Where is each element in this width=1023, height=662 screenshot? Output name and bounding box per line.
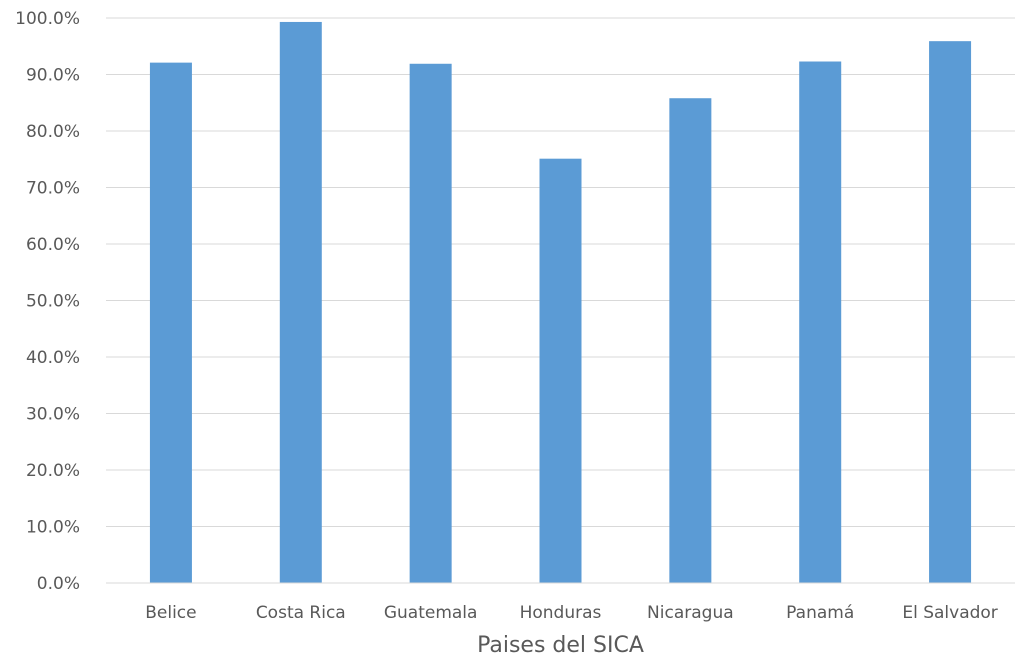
x-tick-label: Guatemala: [384, 603, 478, 623]
x-axis-title: Paises del SICA: [477, 633, 644, 658]
bar-panam-: [799, 61, 842, 583]
y-tick-label: 40.0%: [26, 348, 80, 368]
y-tick-label: 50.0%: [26, 292, 80, 312]
x-axis-ticks: Belice Costa Rica Guatemala Honduras Nicarag…: [145, 603, 998, 623]
x-tick-label: Panamá: [786, 603, 854, 623]
x-tick-label: Costa Rica: [256, 603, 346, 623]
bar-honduras: [539, 158, 582, 583]
y-tick-label: 30.0%: [26, 405, 80, 425]
bar-belice: [149, 62, 192, 583]
bar-costa-rica: [279, 21, 322, 583]
bar-guatemala: [409, 63, 452, 583]
y-tick-label: 10.0%: [26, 518, 80, 538]
y-axis-ticks: 0.0% 10.0% 20.0% 30.0% 40.0% 50.0% 60.0% 70.0% 8…: [15, 9, 80, 594]
x-tick-label: Nicaragua: [647, 603, 734, 623]
bars: [149, 21, 972, 584]
bar-nicaragua: [669, 98, 712, 583]
y-tick-label: 90.0%: [26, 66, 80, 86]
bar-el-salvador: [929, 41, 972, 584]
y-tick-label: 20.0%: [26, 461, 80, 481]
y-tick-label: 60.0%: [26, 235, 80, 255]
x-tick-label: Honduras: [520, 603, 602, 623]
x-tick-label: El Salvador: [902, 603, 997, 623]
y-tick-label: 70.0%: [26, 179, 80, 199]
y-tick-label: 0.0%: [37, 574, 80, 594]
y-tick-label: 80.0%: [26, 122, 80, 142]
y-tick-label: 100.0%: [15, 9, 80, 29]
x-tick-label: Belice: [145, 603, 196, 623]
